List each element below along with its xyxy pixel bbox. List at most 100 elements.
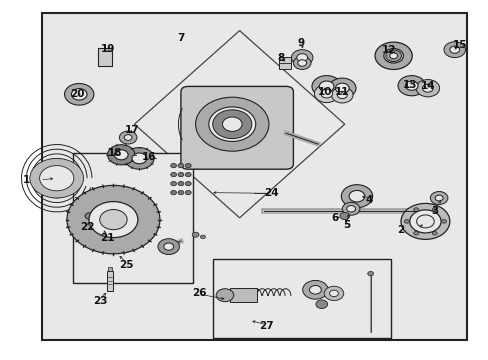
Text: 20: 20 [70,89,84,99]
Circle shape [367,271,373,276]
Circle shape [185,172,191,177]
Circle shape [208,107,255,141]
Text: 5: 5 [343,220,350,230]
Circle shape [404,220,408,223]
Circle shape [385,50,401,62]
Circle shape [124,135,132,140]
Circle shape [296,54,307,62]
Circle shape [434,195,442,201]
Circle shape [67,185,160,254]
Circle shape [324,286,343,301]
Circle shape [98,220,107,226]
Circle shape [415,80,439,97]
Circle shape [297,60,306,66]
Text: 8: 8 [277,53,284,63]
FancyBboxPatch shape [181,86,293,169]
Circle shape [311,76,341,97]
Circle shape [374,42,411,69]
Circle shape [400,203,449,239]
Circle shape [309,285,321,294]
Circle shape [185,181,191,186]
Bar [212,259,390,338]
Text: 4: 4 [365,195,372,205]
Bar [106,271,113,291]
Circle shape [185,163,191,168]
Bar [229,288,256,302]
Text: 14: 14 [420,81,434,91]
Text: 13: 13 [402,80,416,90]
Circle shape [342,202,359,215]
Circle shape [178,190,183,195]
Circle shape [431,231,436,235]
Circle shape [158,239,179,255]
Bar [73,153,193,283]
Circle shape [192,232,199,237]
Circle shape [405,81,417,90]
Text: 6: 6 [331,213,338,223]
Circle shape [431,208,436,211]
Circle shape [443,42,465,58]
Text: 24: 24 [264,188,278,198]
Circle shape [291,50,312,66]
Circle shape [89,202,138,238]
Bar [98,48,112,66]
Text: 1: 1 [23,175,30,185]
Text: 22: 22 [80,222,94,232]
Circle shape [346,206,355,212]
Text: 16: 16 [142,152,156,162]
Circle shape [200,235,205,239]
Circle shape [71,89,87,100]
Circle shape [212,110,251,139]
Circle shape [413,208,418,211]
Circle shape [170,172,176,177]
Text: 23: 23 [93,296,107,306]
Circle shape [170,163,176,168]
Circle shape [124,148,154,169]
Circle shape [383,49,403,63]
Text: 2: 2 [397,225,404,235]
Circle shape [132,153,146,164]
Circle shape [409,210,440,233]
Circle shape [185,190,191,195]
Circle shape [339,212,349,220]
Bar [41,13,466,340]
Circle shape [100,210,127,230]
Circle shape [397,76,425,96]
Circle shape [441,220,446,223]
Text: 25: 25 [119,260,133,270]
Circle shape [216,289,233,302]
Circle shape [315,300,327,309]
Text: 7: 7 [177,33,184,43]
Circle shape [413,231,418,235]
Text: 27: 27 [259,321,273,331]
Text: 9: 9 [297,38,304,48]
Circle shape [107,145,135,165]
Circle shape [314,85,338,103]
Circle shape [40,166,74,191]
Text: 15: 15 [451,40,466,50]
Circle shape [302,280,327,299]
Circle shape [293,57,310,69]
Circle shape [449,46,459,53]
Text: 17: 17 [124,125,139,135]
Text: 19: 19 [100,44,115,54]
Circle shape [85,213,94,219]
Circle shape [170,190,176,195]
Text: 10: 10 [317,87,332,97]
Circle shape [178,172,183,177]
Bar [278,57,290,69]
Circle shape [341,185,372,208]
Circle shape [422,84,432,92]
Circle shape [416,215,433,228]
Circle shape [64,84,94,105]
Circle shape [178,181,183,186]
Circle shape [320,89,332,98]
Circle shape [30,158,83,198]
Text: 12: 12 [381,45,395,55]
Circle shape [222,117,242,131]
Circle shape [319,81,333,92]
Circle shape [337,91,346,99]
Bar [108,267,112,271]
Circle shape [389,53,397,59]
Circle shape [119,131,137,144]
